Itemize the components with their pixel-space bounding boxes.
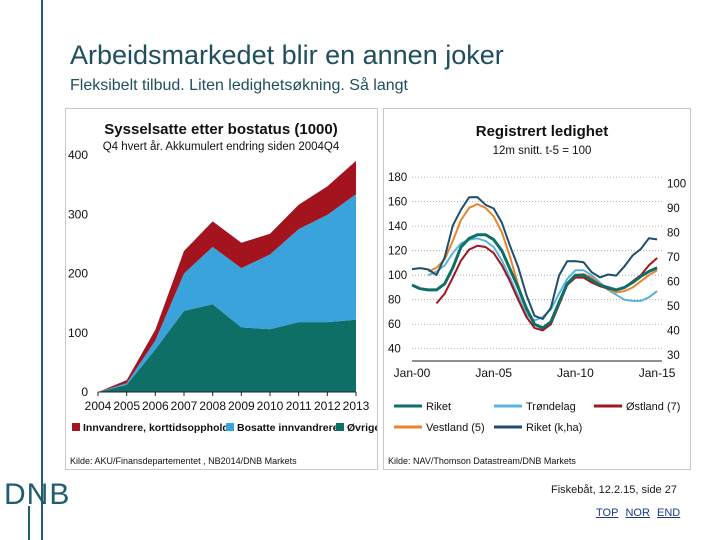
line-riket — [411, 233, 658, 330]
chart2-left-tick-label: 120 — [388, 246, 407, 258]
chart1-x-tick-label: 2009 — [228, 399, 255, 413]
chart2-left-tick-label: 160 — [388, 197, 407, 209]
chart2-right-tick-label: 80 — [667, 227, 680, 239]
chart2-right-tick-label: 90 — [667, 203, 680, 215]
nav-link-top[interactable]: TOP — [596, 507, 619, 519]
chart2-right-tick-label: 70 — [667, 252, 680, 264]
legend-swatch-vrige — [336, 423, 344, 431]
employment-area-chart: Sysselsatte etter bostatus (1000) Q4 hve… — [68, 121, 380, 466]
unemployment-chart-panel: Registrert ledighet 12m snitt. t-5 = 100… — [383, 108, 691, 470]
nav-link-end[interactable]: END — [657, 507, 681, 519]
accent-vertical-line — [41, 0, 43, 540]
chart2-right-tick-label: 40 — [667, 325, 680, 337]
employment-chart-panel: Sysselsatte etter bostatus (1000) Q4 hve… — [65, 108, 380, 470]
legend-label-innvandrere-korttidsopphold: Innvandrere, korttidsopphold — [83, 422, 229, 434]
chart2-left-tick-label: 180 — [388, 172, 407, 184]
legend-label-riket: Riket — [426, 401, 451, 413]
legend-label-vrige: Øvrige — [347, 422, 377, 434]
chart2-right-tick-label: 30 — [667, 350, 680, 362]
chart2-x-tick-label: Jan-15 — [639, 366, 676, 380]
accent-logo-stem — [28, 506, 30, 540]
legend-label-tr-ndelag: Trøndelag — [526, 401, 576, 413]
chart2-left-tick-label: 80 — [388, 295, 401, 307]
chart1-x-tick-label: 2008 — [199, 399, 226, 413]
chart1-y-tick-label: 0 — [81, 385, 88, 399]
legend-label-riket-k-ha: Riket (k,ha) — [526, 422, 582, 434]
chart1-x-tick-label: 2013 — [343, 399, 370, 413]
chart2-left-tick-label: 40 — [388, 344, 401, 356]
chart1-x-tick-label: 2011 — [286, 399, 312, 413]
chart2-x-tick-label: Jan-10 — [557, 366, 594, 380]
chart2-x-tick-label: Jan-05 — [475, 366, 512, 380]
chart1-x-tick-label: 2004 — [85, 399, 112, 413]
legend-swatch-innvandrere-korttidsopphold — [72, 423, 80, 431]
nav-links: TOP NOR END — [596, 507, 684, 519]
unemployment-line-chart: Registrert ledighet 12m snitt. t-5 = 100… — [388, 123, 686, 466]
chart1-x-tick-label: 2005 — [113, 399, 140, 413]
line-riket-k-ha — [411, 196, 658, 320]
chart1-x-tick-label: 2012 — [314, 399, 341, 413]
chart1-y-tick-label: 400 — [68, 148, 88, 162]
chart2-right-tick-label: 50 — [667, 301, 680, 313]
chart2-left-tick-label: 140 — [388, 221, 407, 233]
area-innvandrere-korttidsopphold — [98, 160, 356, 392]
footer-text: Fiskebåt, 12.2.15, side 27 — [551, 484, 677, 496]
dnb-logo: DNB — [4, 478, 71, 511]
chart1-source: Kilde: AKU/Finansdepartementet , NB2014/… — [70, 456, 297, 466]
chart2-right-tick-label: 60 — [667, 276, 680, 288]
chart2-x-tick-label: Jan-00 — [394, 366, 431, 380]
chart2-subtitle: 12m snitt. t-5 = 100 — [493, 145, 592, 157]
area-vrige — [98, 304, 356, 392]
chart2-source: Kilde: NAV/Thomson Datastream/DNB Market… — [388, 456, 576, 466]
chart1-title: Sysselsatte etter bostatus (1000) — [104, 121, 337, 138]
chart2-left-tick-label: 60 — [388, 319, 401, 331]
chart1-y-tick-label: 100 — [68, 326, 88, 340]
chart1-x-tick-label: 2006 — [142, 399, 169, 413]
chart1-y-tick-label: 300 — [68, 207, 88, 221]
nav-link-nor[interactable]: NOR — [625, 507, 650, 519]
legend-label-bosatte-innvandrere: Bosatte innvandrere — [237, 422, 339, 434]
legend-label-vestland-5: Vestland (5) — [426, 422, 485, 434]
chart1-subtitle: Q4 hvert år. Akkumulert endring siden 20… — [103, 141, 340, 153]
chart1-x-tick-label: 2007 — [171, 399, 198, 413]
slide-title: Arbeidsmarkedet blir en annen joker — [70, 40, 504, 70]
line-vestland-5 — [427, 203, 658, 331]
area-bosatte-innvandrere — [98, 194, 356, 392]
chart2-title: Registrert ledighet — [476, 123, 609, 140]
legend-swatch-bosatte-innvandrere — [226, 423, 234, 431]
chart2-right-tick-label: 100 — [667, 178, 686, 190]
chart2-left-tick-label: 100 — [388, 270, 407, 282]
legend-label-stland-7: Østland (7) — [626, 401, 680, 413]
chart1-y-tick-label: 200 — [68, 267, 88, 281]
chart1-x-tick-label: 2010 — [257, 399, 284, 413]
slide-subtitle: Fleksibelt tilbud. Liten ledighetsøkning… — [70, 77, 408, 94]
